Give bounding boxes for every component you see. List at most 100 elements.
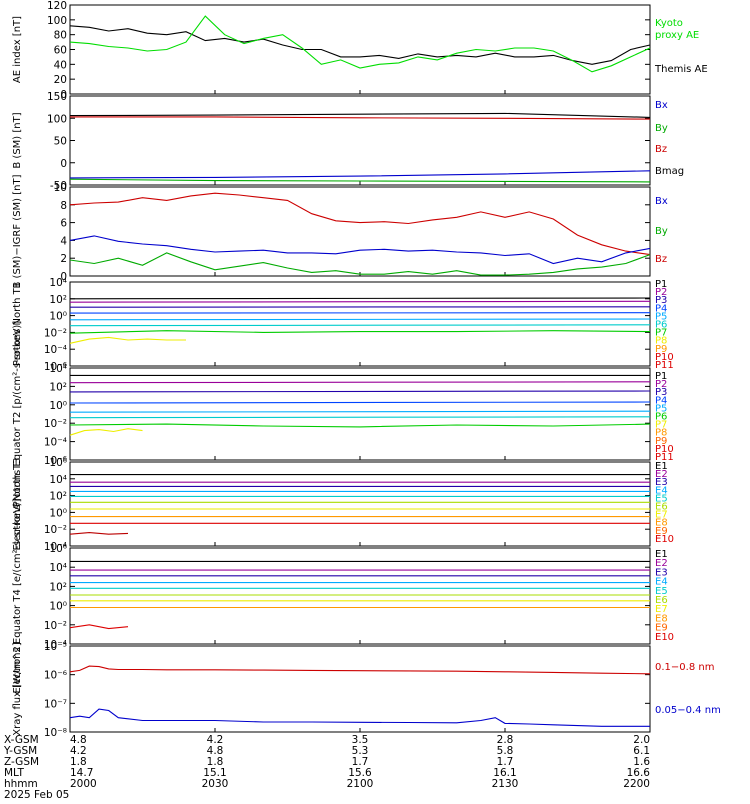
y-tick-label: 10² [49,491,67,503]
legend-entry: proxy AE [655,30,699,41]
y-tick-label: 10⁴ [49,277,67,289]
series-line [70,402,650,403]
series-line [70,253,650,275]
footer-value: 2030 [202,778,229,790]
legend-entry: Bx [655,196,668,207]
series-line [70,709,650,726]
y-tick-label: 10⁻⁸ [44,727,67,739]
legend-entry: Themis AE [654,64,708,75]
series-line [70,382,650,383]
footer-value: 2100 [347,778,374,790]
series-line [70,337,186,343]
y-tick-label: 10⁻² [44,327,67,339]
y-tick-label: 60 [54,45,67,57]
legend-entry: 0.1−0.8 nm [655,662,714,673]
legend-entry: E10 [655,534,674,545]
y-tick-label: 80 [54,30,67,42]
y-tick-label: 0 [60,158,67,170]
y-tick-label: 10⁰ [49,507,67,519]
y-tick-label: 20 [54,74,67,86]
legend-entry: Bz [655,144,667,155]
series-line [70,325,650,326]
footer-value: 2130 [492,778,519,790]
y-tick-label: 10⁻⁷ [44,698,67,710]
series-line [70,625,128,629]
series-line [70,411,650,412]
y-tick-label: 10⁰ [49,311,67,323]
series-line [70,331,650,334]
y-tick-label: 10⁻⁵ [44,641,67,653]
series-line [70,16,650,72]
y-tick-label: 10⁴ [49,363,67,375]
panel-frame [70,646,650,732]
y-tick-label: 10⁻² [44,524,67,536]
y-tick-label: 10⁶ [49,543,67,555]
y-tick-label: 10⁻⁴ [44,344,67,356]
panel-frame [70,548,650,644]
series-line [70,298,650,299]
series-line [70,391,650,392]
series-line [70,319,650,320]
series-line [70,424,650,427]
y-axis-label: B (SM) [nT] [12,112,23,168]
legend-entry: Bmag [655,166,684,177]
y-tick-label: 100 [47,113,67,125]
footer-row-label: 2025 Feb 05 [4,789,69,800]
y-tick-label: 10⁶ [49,457,67,469]
series-line [70,117,650,119]
series-line [70,666,650,674]
y-tick-label: 10⁻⁴ [44,437,67,449]
legend-entry: Bz [655,254,667,265]
series-line [70,179,650,182]
y-axis-label: Xray flux [W/m^2] [12,642,23,736]
y-tick-label: 10⁻² [44,620,67,632]
y-tick-label: 10⁰ [49,400,67,412]
y-tick-label: 10⁴ [49,562,67,574]
y-tick-label: 10⁴ [49,474,67,486]
y-tick-label: 150 [47,91,67,103]
series-line [70,301,650,302]
series-line [70,429,143,436]
y-tick-label: 100 [47,15,67,27]
legend-entry: By [655,123,668,134]
y-tick-label: 10 [54,182,67,194]
footer-value: 2000 [70,778,97,790]
legend-entry: 0.05−0.4 nm [655,705,721,716]
y-tick-label: 10⁰ [49,601,67,613]
panel-frame [70,5,650,94]
series-line [70,171,650,178]
y-axis-label: AE index [nT] [12,16,23,83]
legend-entry: By [655,226,668,237]
panel-frame [70,96,650,185]
legend-entry: P11 [655,360,674,371]
y-tick-label: 10⁻² [44,418,67,430]
y-tick-label: 120 [47,0,67,12]
panel-frame [70,282,650,366]
series-line [70,236,650,264]
panel-frame [70,187,650,276]
y-tick-label: 2 [60,253,67,265]
series-line [70,417,650,418]
y-tick-label: 10² [49,294,67,306]
y-tick-label: 10² [49,581,67,593]
series-line [70,533,128,535]
y-tick-label: 10² [49,381,67,393]
legend-entry: E10 [655,632,674,643]
y-axis-label: B (SM)−IGRF (SM) [nT] [12,174,23,288]
y-tick-label: 40 [54,59,67,71]
y-tick-label: 50 [54,136,67,148]
y-tick-label: 6 [60,218,67,230]
y-tick-label: 8 [60,200,67,212]
y-tick-label: 4 [60,235,67,247]
